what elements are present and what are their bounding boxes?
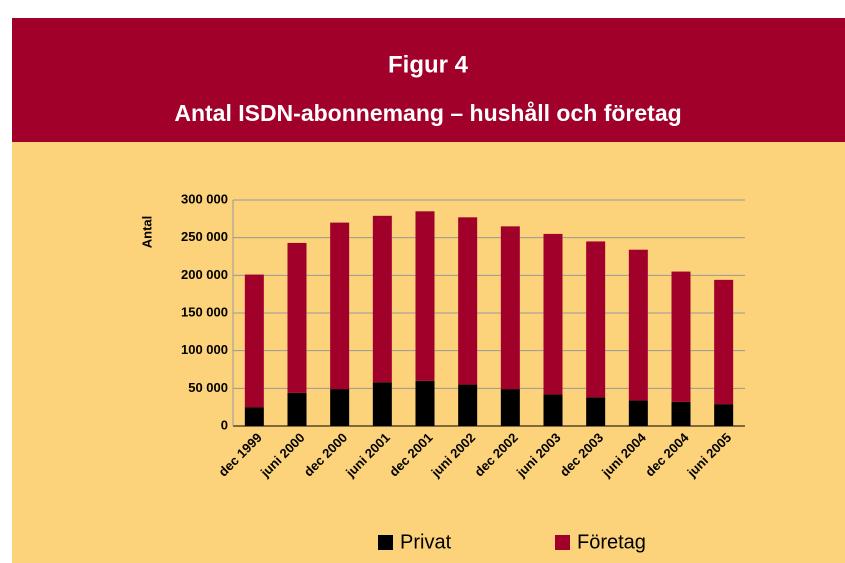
bar-segment	[415, 380, 435, 426]
y-tick-label: 300 000	[181, 191, 228, 206]
y-axis-label: Antal	[139, 216, 154, 249]
bar-segment	[500, 226, 520, 390]
bar-segment	[458, 384, 478, 426]
bar-segment	[330, 389, 350, 426]
y-tick-label: 200 000	[181, 267, 228, 282]
bar-segment	[287, 242, 307, 393]
bar-segment	[628, 249, 648, 401]
y-tick-label: 250 000	[181, 229, 228, 244]
bar-segment	[458, 217, 478, 385]
bar-segment	[714, 404, 734, 426]
bar-segment	[671, 271, 691, 402]
bar-segment	[586, 241, 606, 398]
bar-segment	[628, 400, 648, 426]
chart-subtitle: Antal ISDN-abonnemang – hushåll och före…	[174, 100, 681, 126]
bar-segment	[330, 222, 350, 390]
bar-segment	[586, 397, 606, 426]
bar-segment	[714, 279, 734, 405]
bar-segment	[372, 215, 392, 383]
legend-swatch	[555, 535, 570, 550]
bar-segment	[415, 211, 435, 381]
bar-segment	[543, 233, 563, 395]
bar-segment	[500, 389, 520, 426]
y-tick-label: 0	[221, 417, 228, 432]
y-tick-label: 100 000	[181, 342, 228, 357]
bar-segment	[287, 392, 307, 426]
y-tick-label: 50 000	[188, 380, 228, 395]
y-tick-label: 150 000	[181, 304, 228, 319]
legend-label: Privat	[400, 531, 452, 553]
bar-segment	[244, 274, 264, 408]
header-band	[12, 18, 845, 142]
legend-swatch	[378, 535, 393, 550]
legend-label: Företag	[577, 531, 646, 553]
bar-segment	[372, 382, 392, 426]
bar-segment	[543, 394, 563, 426]
bar-segment	[671, 401, 691, 426]
chart-title: Figur 4	[388, 51, 469, 78]
bar-segment	[244, 407, 264, 426]
